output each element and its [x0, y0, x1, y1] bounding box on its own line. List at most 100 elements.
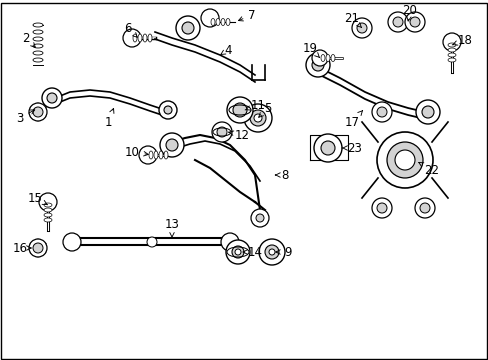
- Circle shape: [29, 239, 47, 257]
- Circle shape: [63, 233, 81, 251]
- Circle shape: [305, 53, 329, 77]
- Ellipse shape: [33, 58, 43, 62]
- Ellipse shape: [142, 34, 147, 42]
- Ellipse shape: [447, 48, 455, 52]
- Text: 19: 19: [302, 41, 319, 58]
- Circle shape: [33, 243, 43, 253]
- Ellipse shape: [159, 151, 163, 159]
- Text: 2: 2: [22, 31, 35, 47]
- Ellipse shape: [447, 43, 455, 47]
- Ellipse shape: [33, 30, 43, 34]
- Circle shape: [311, 59, 324, 71]
- Circle shape: [226, 97, 252, 123]
- Ellipse shape: [44, 203, 52, 207]
- Text: 17: 17: [344, 111, 362, 129]
- Ellipse shape: [330, 54, 334, 62]
- Circle shape: [139, 146, 157, 164]
- Circle shape: [415, 100, 439, 124]
- Circle shape: [231, 246, 244, 258]
- Circle shape: [442, 33, 460, 51]
- Circle shape: [392, 17, 402, 27]
- Ellipse shape: [221, 18, 224, 26]
- Circle shape: [387, 12, 407, 32]
- Text: 7: 7: [238, 9, 255, 22]
- Circle shape: [404, 12, 424, 32]
- Circle shape: [268, 249, 274, 255]
- Circle shape: [39, 193, 57, 211]
- Circle shape: [232, 103, 246, 117]
- Circle shape: [376, 132, 432, 188]
- Circle shape: [42, 88, 62, 108]
- Circle shape: [259, 239, 285, 265]
- Ellipse shape: [33, 37, 43, 41]
- Text: 8: 8: [275, 168, 288, 181]
- Text: 12: 12: [228, 129, 249, 141]
- Circle shape: [371, 102, 391, 122]
- Ellipse shape: [154, 151, 158, 159]
- Circle shape: [225, 240, 249, 264]
- Ellipse shape: [133, 34, 137, 42]
- Circle shape: [313, 134, 341, 162]
- Circle shape: [249, 110, 265, 126]
- Text: 16: 16: [13, 242, 31, 255]
- Text: 10: 10: [124, 145, 148, 158]
- Circle shape: [311, 50, 327, 66]
- Text: 21: 21: [344, 12, 361, 27]
- Circle shape: [264, 245, 279, 259]
- Circle shape: [394, 150, 414, 170]
- Circle shape: [47, 93, 57, 103]
- Circle shape: [244, 104, 271, 132]
- Ellipse shape: [44, 218, 52, 222]
- Circle shape: [409, 17, 419, 27]
- Text: 20: 20: [402, 4, 417, 21]
- Text: 3: 3: [16, 110, 35, 125]
- Circle shape: [159, 101, 177, 119]
- Circle shape: [163, 106, 172, 114]
- Ellipse shape: [163, 151, 168, 159]
- Circle shape: [356, 23, 366, 33]
- Ellipse shape: [149, 151, 153, 159]
- Circle shape: [256, 214, 264, 222]
- Circle shape: [160, 133, 183, 157]
- Circle shape: [165, 139, 178, 151]
- Text: 18: 18: [451, 33, 471, 46]
- Circle shape: [176, 16, 200, 40]
- Ellipse shape: [33, 51, 43, 55]
- Text: 23: 23: [341, 141, 362, 154]
- Ellipse shape: [138, 34, 142, 42]
- Ellipse shape: [33, 23, 43, 27]
- Ellipse shape: [225, 18, 229, 26]
- Circle shape: [414, 198, 434, 218]
- Ellipse shape: [447, 53, 455, 57]
- Ellipse shape: [320, 54, 325, 62]
- Circle shape: [235, 249, 241, 255]
- Circle shape: [123, 29, 141, 47]
- Ellipse shape: [148, 34, 152, 42]
- Text: 6: 6: [124, 22, 137, 37]
- Text: 1: 1: [104, 108, 114, 129]
- Circle shape: [371, 198, 391, 218]
- Circle shape: [351, 18, 371, 38]
- Circle shape: [147, 237, 157, 247]
- Circle shape: [29, 103, 47, 121]
- Circle shape: [376, 107, 386, 117]
- Circle shape: [419, 203, 429, 213]
- Text: 13: 13: [164, 219, 179, 237]
- Ellipse shape: [44, 213, 52, 217]
- Text: 9: 9: [275, 246, 291, 258]
- Text: 14: 14: [243, 246, 262, 258]
- Circle shape: [421, 106, 433, 118]
- Ellipse shape: [44, 208, 52, 212]
- Ellipse shape: [210, 18, 215, 26]
- Ellipse shape: [33, 44, 43, 48]
- Circle shape: [386, 142, 422, 178]
- Circle shape: [182, 22, 194, 34]
- Ellipse shape: [447, 58, 455, 62]
- Text: 5: 5: [258, 102, 271, 117]
- Text: 15: 15: [27, 192, 48, 205]
- Circle shape: [320, 141, 334, 155]
- Text: 4: 4: [221, 44, 231, 57]
- Circle shape: [212, 122, 231, 142]
- Text: 11: 11: [244, 99, 265, 112]
- Circle shape: [217, 127, 226, 137]
